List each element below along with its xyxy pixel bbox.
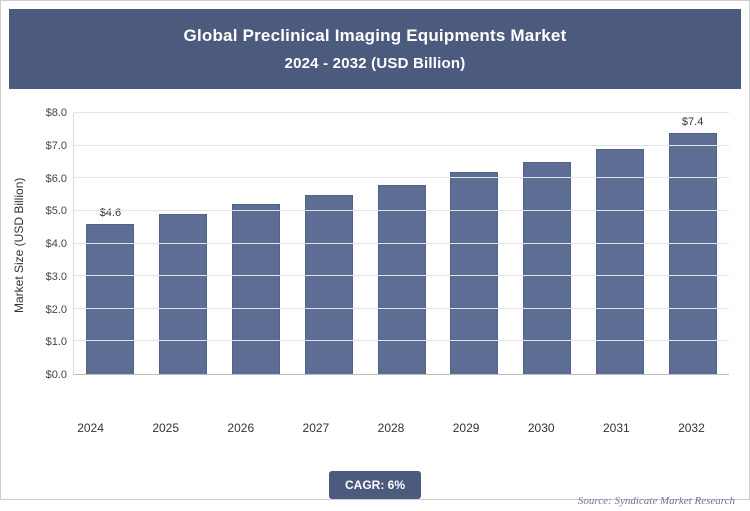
chart-area: Market Size (USD Billion) $0.0 $1.0 $2.0 $3… <box>9 107 741 413</box>
x-tick-label-2030: 2030 <box>527 421 555 435</box>
bar-slot-2030 <box>511 113 584 374</box>
gridline <box>74 177 729 179</box>
bar-2027 <box>304 194 353 374</box>
bar-slot-2029 <box>438 113 511 374</box>
x-tick-label-2029: 2029 <box>452 421 480 435</box>
y-tick-label: $6.0 <box>45 172 67 185</box>
bar-2032 <box>668 132 717 374</box>
y-tick-label: $3.0 <box>45 270 67 283</box>
y-axis-tick-labels: $0.0 $1.0 $2.0 $3.0 $4.0 $5.0 $6.0 $7.0 $8.0 <box>29 107 67 381</box>
x-tick-label-2032: 2032 <box>678 421 705 435</box>
gridline <box>74 144 729 146</box>
plot-outer: $0.0 $1.0 $2.0 $3.0 $4.0 $5.0 $6.0 $7.0 $8.0 $4.… <box>29 107 741 413</box>
source-attribution: Source: Syndicate Market Research <box>577 495 735 507</box>
bars-row: $4.6 $7.4 <box>74 113 729 374</box>
bar-value-label: $4.6 <box>99 206 122 219</box>
bar-slot-2025 <box>147 113 220 374</box>
bar-2026 <box>231 204 280 374</box>
bar-2031 <box>595 148 644 374</box>
gridline <box>74 340 729 342</box>
x-tick-label-2025: 2025 <box>152 421 180 435</box>
y-tick-label: $1.0 <box>45 336 67 349</box>
y-tick-label: $8.0 <box>45 107 67 119</box>
y-tick-label: $4.0 <box>45 238 67 250</box>
chart-title-line1: Global Preclinical Imaging Equipments Ma… <box>183 26 567 45</box>
plot-area: $4.6 $7.4 <box>73 112 729 375</box>
gridline <box>74 112 729 113</box>
gridline <box>74 209 729 211</box>
chart-title-line2: 2024 - 2032 (USD Billion) <box>284 55 466 72</box>
y-tick-label: $7.0 <box>45 139 67 152</box>
bar-2028 <box>377 184 426 374</box>
chart-footer: CAGR: 6% Source: Syndicate Market Resear… <box>9 471 741 511</box>
y-tick-label: $2.0 <box>45 303 67 316</box>
bar-slot-2024: $4.6 <box>74 113 147 374</box>
bar-slot-2027 <box>292 113 365 374</box>
bar-2029 <box>450 171 499 374</box>
x-tick-label-2027: 2027 <box>302 421 330 435</box>
gridline <box>74 307 729 309</box>
y-axis-title: Market Size (USD Billion) <box>12 177 26 313</box>
bar-value-label: $7.4 <box>681 115 704 128</box>
y-tick-label: $5.0 <box>45 205 67 218</box>
bar-slot-2028 <box>365 113 438 374</box>
bar-2025 <box>159 214 208 374</box>
x-tick-label-2031: 2031 <box>602 421 630 435</box>
bar-slot-2031 <box>583 113 656 374</box>
bar-2030 <box>523 161 572 374</box>
bar-slot-2026 <box>220 113 293 374</box>
x-tick-label-2028: 2028 <box>377 421 405 435</box>
bar-2024 <box>86 223 135 374</box>
y-tick-label: $0.0 <box>45 369 67 381</box>
cagr-badge: CAGR: 6% <box>328 471 421 499</box>
x-axis-tick-labels: 2024 2025 2026 2027 2028 2029 2030 2031 2032 <box>9 421 741 435</box>
x-tick-label-2026: 2026 <box>227 421 255 435</box>
x-tick-label-2024: 2024 <box>77 421 104 435</box>
gridline <box>74 242 729 244</box>
bar-slot-2032: $7.4 <box>656 113 729 374</box>
gridline <box>74 275 729 277</box>
chart-header: Global Preclinical Imaging Equipments Ma… <box>9 9 741 89</box>
